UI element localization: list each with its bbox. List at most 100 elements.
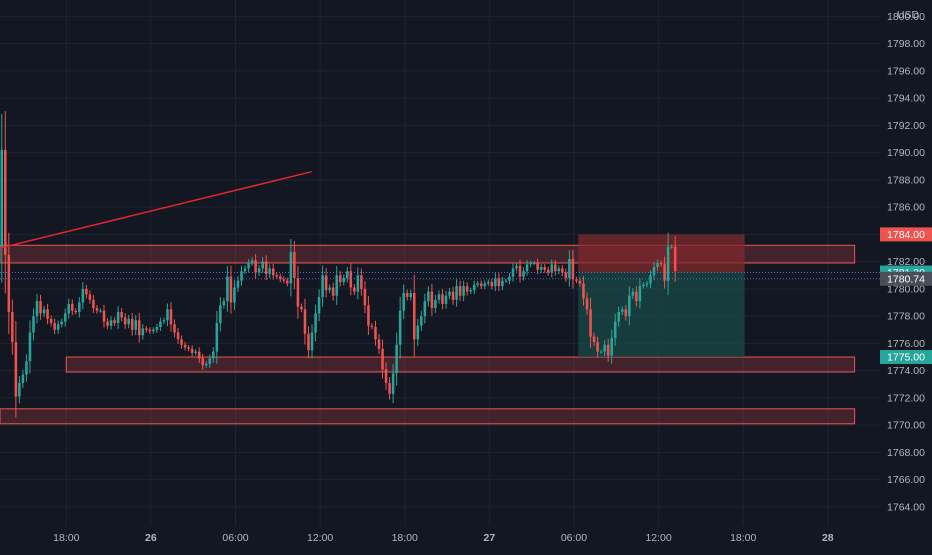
candle-body bbox=[53, 322, 56, 330]
price-tick-label: 1776.00 bbox=[887, 338, 925, 350]
candle-body bbox=[254, 260, 257, 273]
time-axis[interactable]: 18:00 26 06:00 12:00 18:00 27 06:00 12:00 18:00 2… bbox=[53, 532, 834, 544]
candle-body bbox=[317, 297, 321, 314]
candle-body bbox=[324, 275, 328, 291]
candle-body bbox=[7, 254, 11, 313]
candle-body bbox=[215, 322, 219, 352]
candle-body bbox=[236, 280, 240, 288]
candle-body bbox=[134, 320, 138, 330]
candle-body bbox=[155, 327, 159, 330]
candle-body bbox=[25, 361, 28, 375]
candle-body bbox=[388, 382, 391, 394]
candle-body bbox=[599, 351, 603, 353]
time-tick-label: 06:00 bbox=[222, 532, 248, 544]
candle-body bbox=[613, 321, 617, 338]
candle-body bbox=[310, 332, 314, 351]
candle-body bbox=[652, 267, 656, 276]
candle-body bbox=[63, 313, 67, 322]
candle-body bbox=[659, 263, 663, 265]
price-tick-label: 1780.00 bbox=[887, 283, 925, 295]
time-tick-label: 18:00 bbox=[730, 532, 756, 544]
candle-body bbox=[374, 327, 377, 340]
candle-body bbox=[219, 305, 222, 323]
candle-body bbox=[42, 309, 46, 314]
candle-body bbox=[497, 277, 501, 287]
candle-body bbox=[92, 299, 95, 308]
candle-body bbox=[670, 246, 673, 248]
candle-body bbox=[275, 275, 279, 277]
horizontal-zone bbox=[0, 408, 856, 425]
candle-body bbox=[479, 283, 483, 287]
candle-body bbox=[331, 287, 335, 296]
candle-body bbox=[589, 309, 592, 337]
time-tick-label: 12:00 bbox=[645, 532, 671, 544]
candle-body bbox=[465, 286, 469, 292]
candle-body bbox=[673, 246, 677, 272]
candle-body bbox=[546, 269, 550, 273]
candle-body bbox=[264, 261, 268, 274]
candle-body bbox=[346, 271, 349, 278]
candle-body bbox=[525, 264, 529, 272]
time-tick-label: 18:00 bbox=[392, 532, 418, 544]
candle-body bbox=[300, 306, 303, 310]
candle-body bbox=[307, 333, 310, 351]
candle-body bbox=[532, 263, 536, 264]
candle-body bbox=[49, 318, 53, 323]
candle-body bbox=[162, 320, 166, 322]
candle-body bbox=[617, 312, 621, 322]
candle-body bbox=[197, 351, 201, 359]
candle-body bbox=[187, 347, 190, 349]
price-tick-label: 1786.00 bbox=[887, 202, 925, 214]
candle-body bbox=[289, 252, 293, 284]
price-axis[interactable]: USD 1764.00 1766.00 1768.00 1770.00 1772.00 1… bbox=[887, 9, 925, 513]
price-tick-label: 1782.00 bbox=[887, 256, 925, 268]
candle-body bbox=[95, 307, 99, 311]
candle-body bbox=[314, 313, 317, 333]
candle-body bbox=[434, 299, 437, 308]
candle-body bbox=[624, 309, 628, 317]
candle-body bbox=[247, 263, 250, 269]
position-layer bbox=[578, 234, 745, 358]
candle-body bbox=[173, 324, 176, 333]
candle-body bbox=[504, 280, 508, 282]
candle-body bbox=[603, 344, 606, 352]
price-tick-label: 1764.00 bbox=[887, 501, 925, 513]
price-badge-label-stop: 1784.00 bbox=[887, 229, 925, 241]
candle-body bbox=[137, 320, 141, 336]
candle-body bbox=[212, 351, 215, 359]
candle-body bbox=[420, 316, 423, 326]
candle-body bbox=[282, 279, 286, 281]
candle-body bbox=[610, 337, 613, 356]
candle-body bbox=[113, 320, 116, 323]
candle-body bbox=[148, 329, 152, 332]
price-tick-label: 1770.00 bbox=[887, 420, 925, 432]
candle-body bbox=[494, 277, 497, 287]
candle-body bbox=[430, 291, 434, 308]
candle-body bbox=[21, 374, 25, 383]
price-tick-label: 1778.00 bbox=[887, 311, 925, 323]
candle-body bbox=[190, 348, 194, 353]
candle-body bbox=[35, 301, 39, 317]
candle-body bbox=[455, 286, 458, 300]
candle-body bbox=[116, 312, 120, 323]
candle-body bbox=[303, 309, 307, 334]
horizontal-zone bbox=[65, 356, 856, 373]
candle-body bbox=[328, 287, 331, 291]
candle-body bbox=[99, 310, 102, 312]
candle-body bbox=[511, 268, 515, 277]
candle-body bbox=[127, 318, 130, 325]
candle-body bbox=[356, 275, 360, 292]
candle-body bbox=[293, 252, 296, 278]
candle-body bbox=[271, 268, 275, 276]
candle-body bbox=[554, 264, 557, 272]
candle-body bbox=[169, 309, 173, 325]
candle-body bbox=[4, 149, 7, 255]
candle-body bbox=[476, 283, 479, 285]
candle-body bbox=[487, 282, 490, 284]
candle-body bbox=[229, 276, 233, 303]
candle-body bbox=[606, 344, 610, 356]
